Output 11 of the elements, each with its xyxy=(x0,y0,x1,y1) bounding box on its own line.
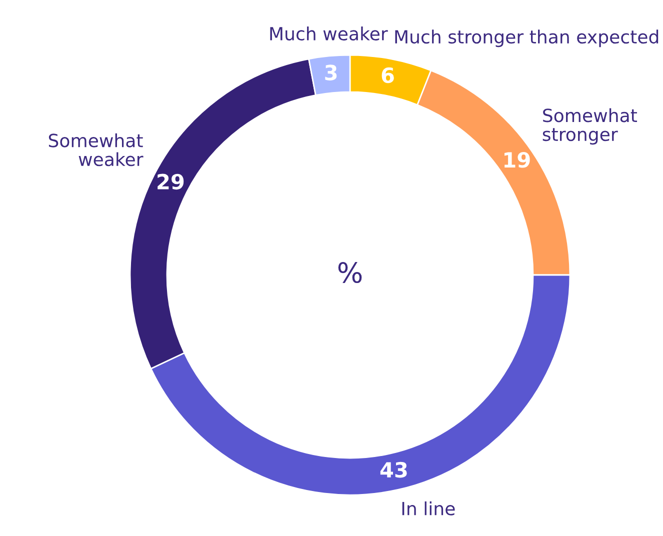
data-label: 19 xyxy=(504,152,530,168)
slice-label: In line xyxy=(402,501,455,516)
data-label: 43 xyxy=(380,462,407,478)
text: % xyxy=(338,262,362,284)
slice-label: Much weaker xyxy=(270,26,388,41)
slice-label: Somewhat weaker xyxy=(48,133,144,166)
data-label: 29 xyxy=(158,174,184,190)
data-label: 6 xyxy=(382,67,394,84)
slice-label: Much stronger than expected xyxy=(395,30,658,48)
data-label: 3 xyxy=(325,64,337,80)
slice-label: Somewhat stronger xyxy=(542,108,638,145)
